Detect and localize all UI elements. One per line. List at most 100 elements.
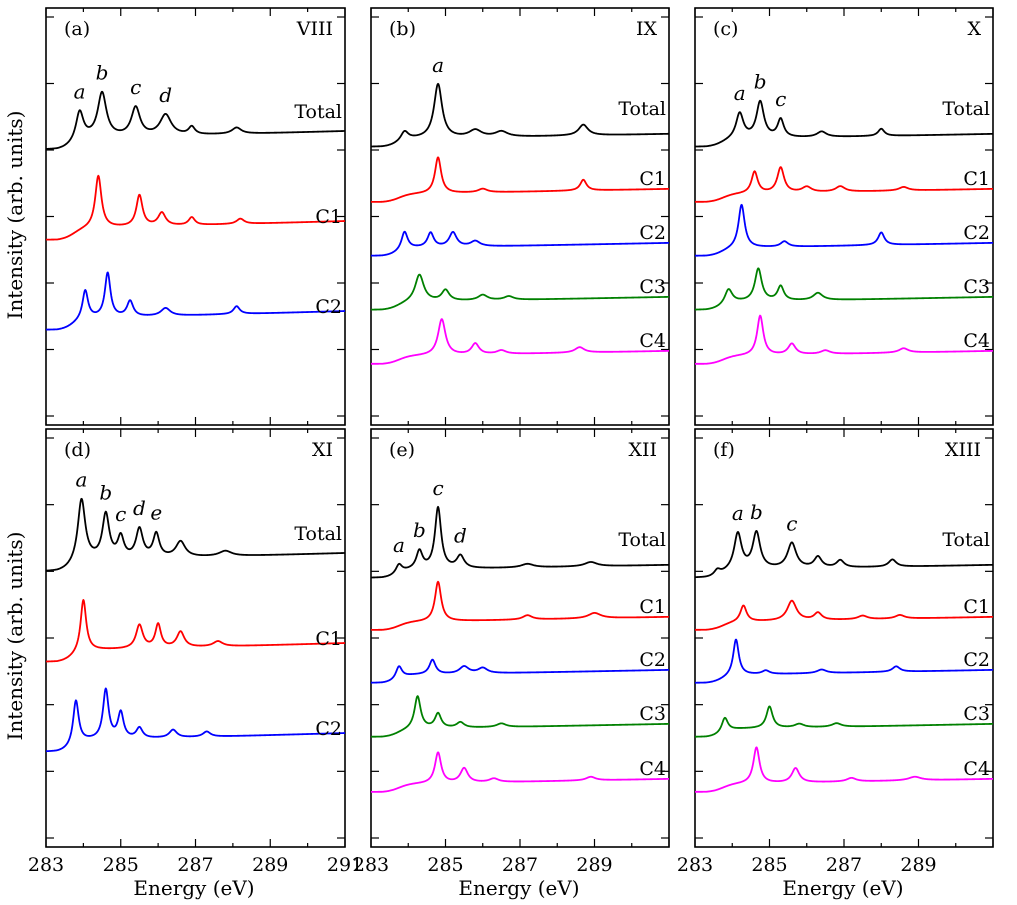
trace-c4 [694,746,994,793]
x-tick-label: 289 [252,854,288,876]
trace-c4 [370,318,670,365]
series-label-c3: C3 [639,276,666,298]
peak-label: a [74,79,86,103]
panel-f: 283 285 287 289 (f) XIII Total a b c C1 C2 C3 C4 [677,428,994,876]
panel-b: (b) IX Total a C1 C2 C3 C4 [370,7,670,426]
series-label-c1: C1 [315,628,342,650]
series-label-total: Total [294,523,342,545]
series-label-total: Total [618,529,666,551]
series-label-c1: C1 [963,168,990,190]
trace-c3 [370,273,670,311]
trace-total [694,99,994,148]
trace-c2 [45,687,346,753]
series-label-c1: C1 [639,596,666,618]
structure-label: XII [628,439,657,461]
trace-total [370,505,670,579]
panel-label: (f) [713,439,735,461]
series-label-c2: C2 [315,296,342,318]
peak-label: a [734,81,746,105]
trace-c2 [694,203,994,257]
series-label-c4: C4 [639,758,666,780]
series-label-c1: C1 [315,206,342,228]
peak-label: c [432,476,443,500]
peak-label: c [786,511,797,535]
series-label-c3: C3 [963,703,990,725]
structure-label: XIII [945,439,981,461]
trace-c3 [694,705,994,738]
panel-frame [370,428,670,848]
panel-label: (a) [64,18,90,40]
peak-label: b [96,61,109,85]
trace-c2 [370,658,670,684]
peak-label: d [133,496,146,520]
panel-a: (a) VIII Total abc d C1 C2 [45,7,346,426]
peak-label: a [76,468,88,492]
series-label-c2: C2 [639,649,666,671]
series-label-c2: C2 [315,718,342,740]
panel-c: (c) X Total a bc C1 C2 C3 C4 [694,7,994,426]
x-tick-label: 287 [826,854,862,876]
x-tick-label: 289 [900,854,936,876]
panel-label: (c) [713,18,738,40]
trace-c4 [370,751,670,793]
peak-label: c [130,75,141,99]
trace-c1 [694,599,994,631]
series-label-c2: C2 [639,222,666,244]
peak-label: c [115,502,126,526]
series-label-total: Total [942,98,990,120]
y-axis-label-top: Intensity (arb. units) [3,111,27,320]
x-tick-label: 287 [502,854,538,876]
peak-label: d [159,83,172,107]
series-label-c3: C3 [639,703,666,725]
trace-c1 [370,580,670,631]
panel-label: (e) [389,439,415,461]
x-tick-label: 285 [427,854,463,876]
series-label-c2: C2 [963,649,990,671]
peak-label: b [99,481,112,505]
series-label-c1: C1 [963,596,990,618]
trace-c2 [45,271,346,331]
trace-c3 [370,695,670,738]
series-label-c4: C4 [639,330,666,352]
x-tick-label: 289 [576,854,612,876]
x-axis-label-right: Energy (eV) [782,876,903,900]
structure-label: VIII [296,18,333,40]
structure-label: IX [636,18,658,40]
series-label-total: Total [942,529,990,551]
panel-frame [370,7,670,426]
trace-c1 [45,174,346,241]
trace-c1 [370,156,670,203]
series-label-c2: C2 [963,222,990,244]
trace-total [45,90,346,150]
peak-label: e [150,501,162,525]
trace-total [370,82,670,148]
series-label-c4: C4 [963,758,990,780]
series-label-total: Total [294,101,342,123]
x-tick-label: 283 [28,854,64,876]
peak-label: c [775,87,786,111]
series-label-c4: C4 [963,330,990,352]
peak-label: a [393,533,405,557]
panel-frame [694,428,994,848]
panel-label: (d) [64,439,91,461]
peak-label: d [454,523,467,547]
series-label-c3: C3 [963,276,990,298]
peak-label: a [432,53,444,77]
peak-label: b [413,518,426,542]
x-axis-label-middle: Energy (eV) [458,876,579,900]
series-label-total: Total [618,98,666,120]
x-tick-label: 283 [353,854,389,876]
trace-c3 [694,267,994,311]
structure-label: XI [312,439,333,461]
peak-label: b [754,70,767,94]
trace-c4 [694,314,994,365]
trace-total [694,530,994,579]
x-tick-label: 283 [677,854,713,876]
x-tick-label: 285 [751,854,787,876]
panel-label: (b) [389,18,416,40]
trace-total [45,497,346,572]
series-label-c1: C1 [639,168,666,190]
x-axis-label-left: Energy (eV) [133,876,254,900]
